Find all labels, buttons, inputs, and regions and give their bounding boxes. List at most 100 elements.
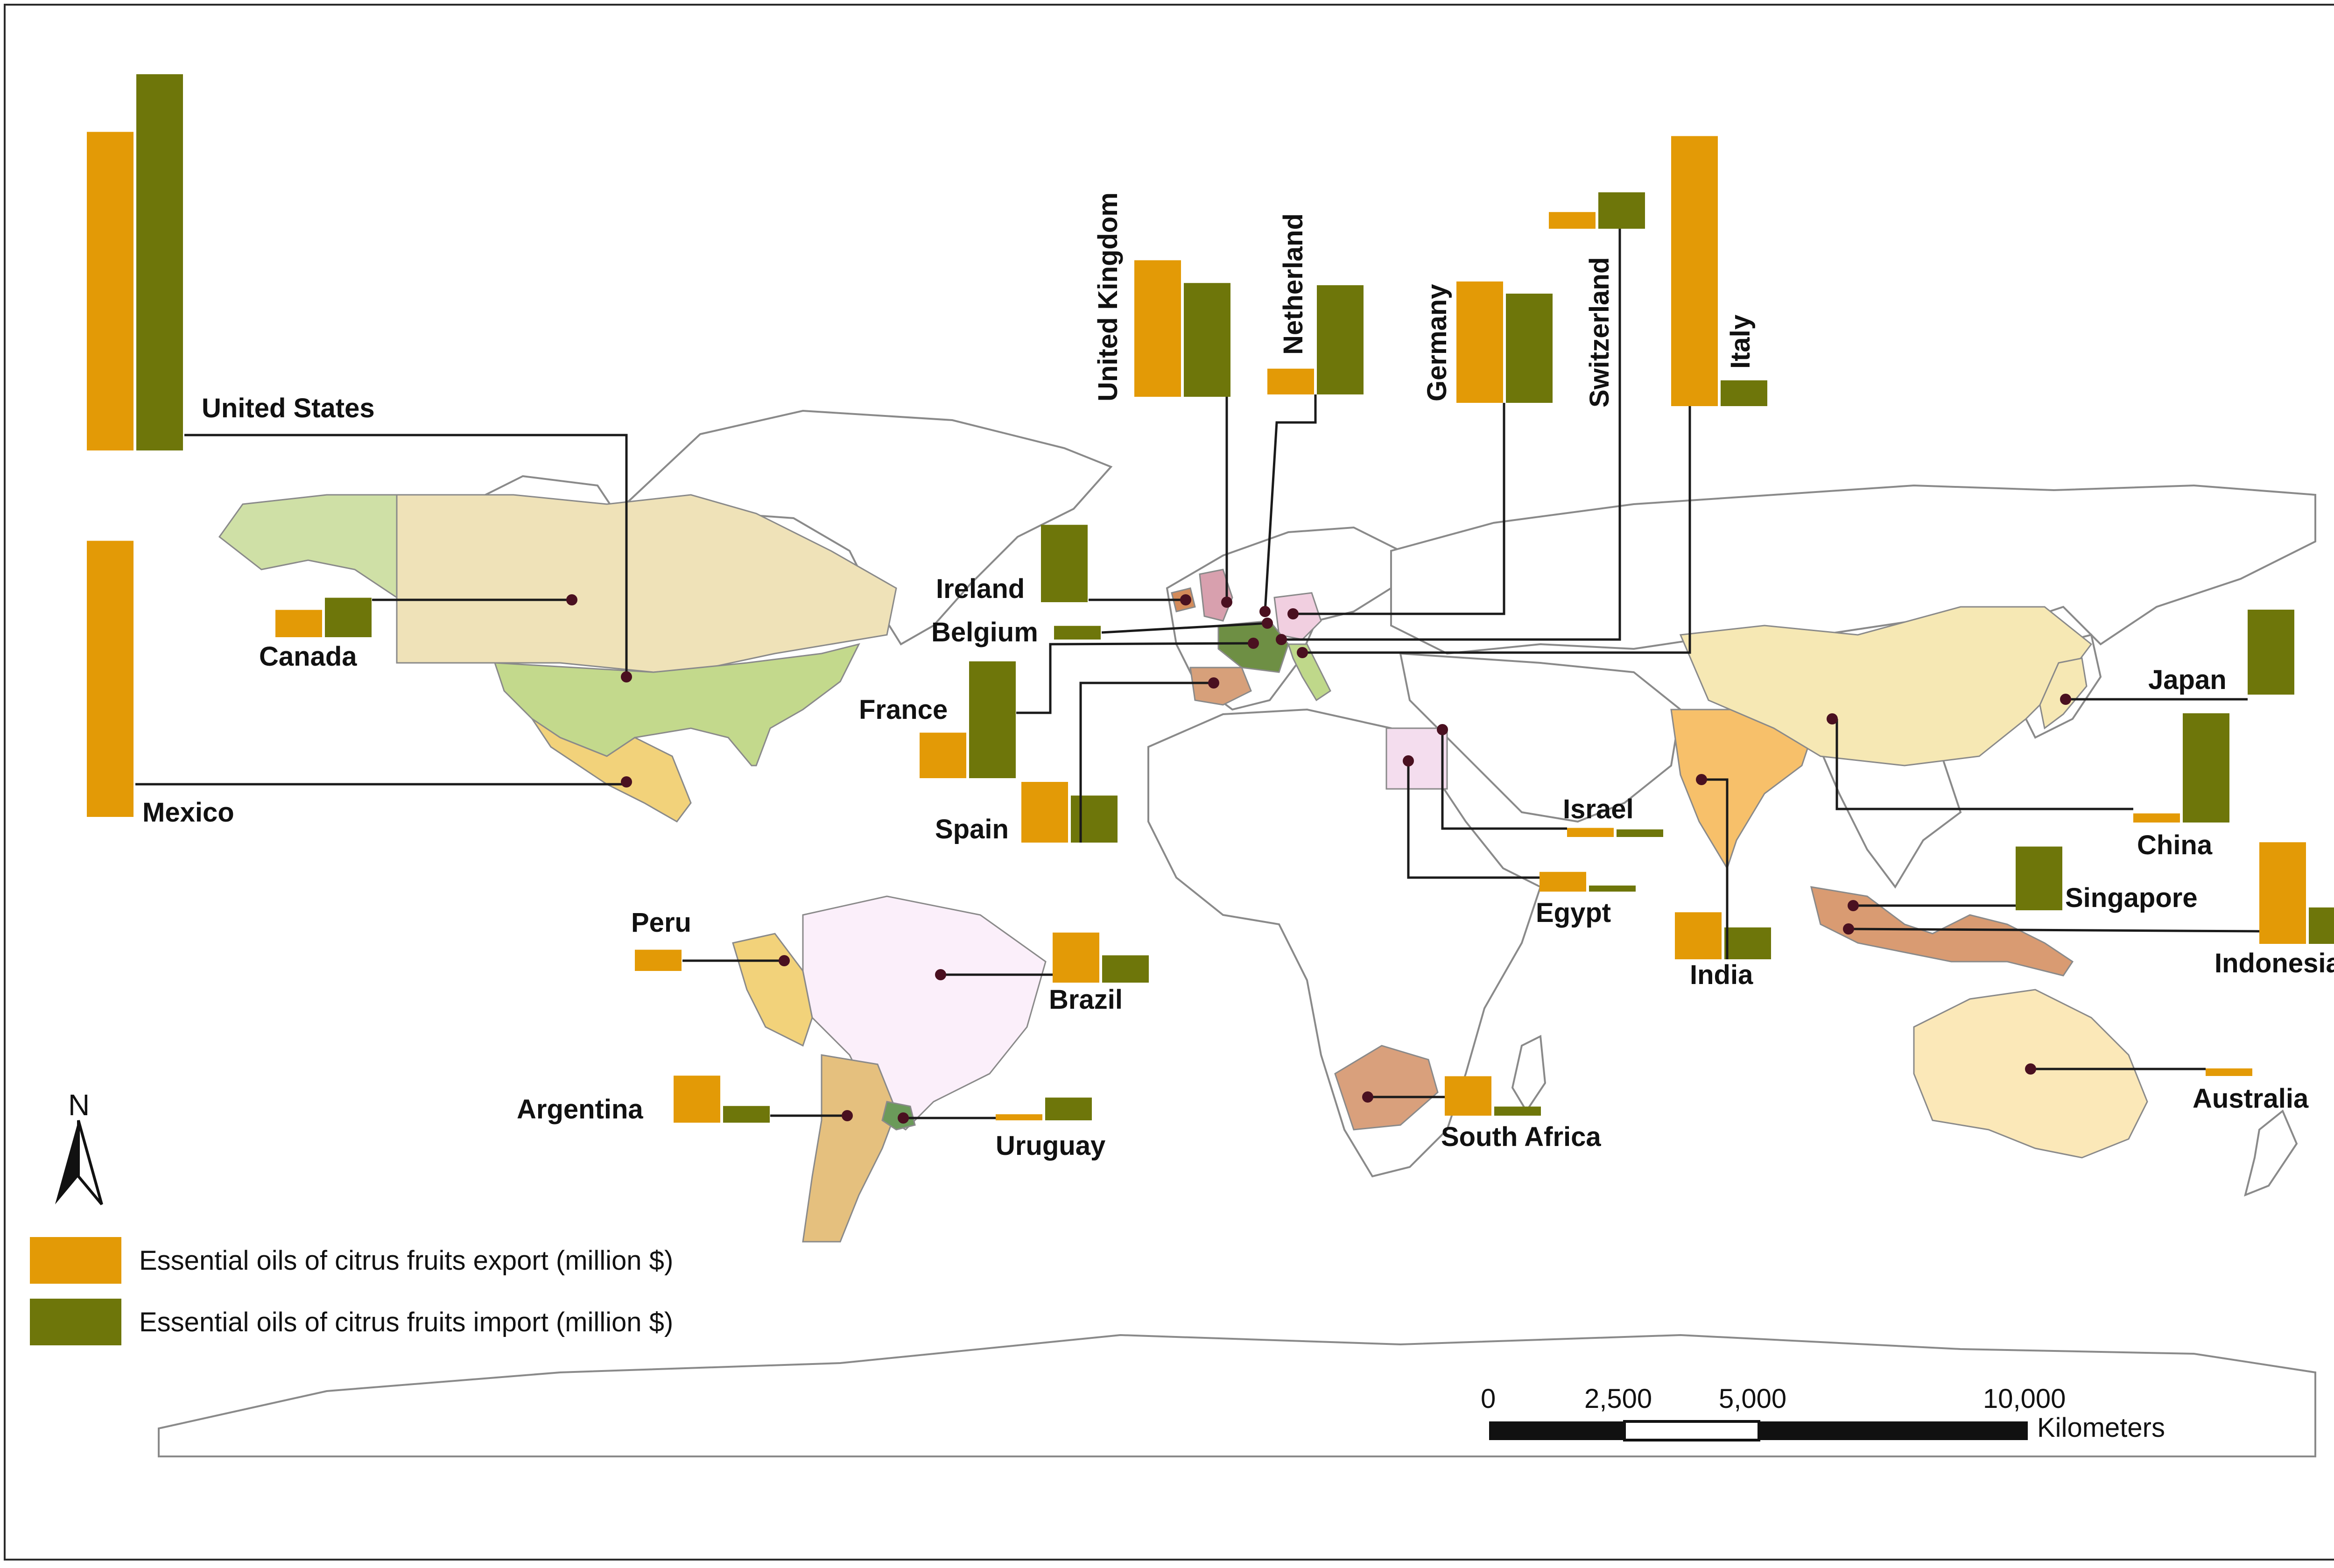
- scale-tick-0: 0: [1481, 1384, 1496, 1414]
- dot-israel: [1437, 724, 1448, 735]
- dot-brazil: [935, 969, 946, 980]
- leader-line-italy: [1302, 406, 1691, 654]
- bar-import-netherland: [1317, 285, 1364, 394]
- bar-import-france: [969, 661, 1016, 778]
- scale-seg-1: [1489, 1421, 1624, 1440]
- dot-indonesia: [1843, 923, 1854, 935]
- label-netherland: Netherland: [1278, 213, 1308, 355]
- label-china: China: [2137, 830, 2213, 860]
- dot-uk: [1221, 597, 1232, 608]
- new-zealand-shape: [2244, 1109, 2298, 1197]
- bar-export-brazil: [1053, 932, 1099, 983]
- land-masses: [158, 409, 2316, 1457]
- leader-line-us: [184, 434, 628, 677]
- scale-bar: [1489, 1420, 2028, 1441]
- uk-shape: [1199, 569, 1233, 622]
- dot-australia: [2025, 1063, 2036, 1075]
- leader-line-switzerland: [1281, 229, 1621, 641]
- legend-import-label: Essential oils of citrus fruits import (…: [139, 1307, 674, 1337]
- dot-switzerland: [1276, 634, 1287, 645]
- leader-line-china: [1835, 719, 2133, 810]
- bar-export-egypt: [1540, 872, 1586, 892]
- leader-line-indonesia: [1848, 928, 2260, 933]
- label-france: France: [859, 695, 948, 725]
- bar-export-australia: [2206, 1068, 2252, 1076]
- bar-import-ireland: [1041, 525, 1088, 602]
- bar-import-japan: [2248, 610, 2294, 695]
- map-frame: [4, 4, 2334, 1561]
- bar-import-belgium: [1054, 626, 1101, 640]
- madagascar-shape: [1511, 1034, 1547, 1113]
- indonesia-shape: [1810, 886, 2074, 977]
- north-arrow-icon: [55, 1120, 103, 1205]
- middle-east-shape: [1399, 652, 1682, 823]
- dot-singapore: [1848, 900, 1859, 911]
- dot-peru: [779, 955, 790, 966]
- bar-export-uk: [1134, 260, 1181, 397]
- bar-import-spain: [1071, 795, 1118, 843]
- bar-import-uruguay: [1045, 1097, 1092, 1120]
- dot-south_africa: [1362, 1091, 1373, 1103]
- south-africa-shape: [1334, 1045, 1439, 1131]
- dot-mexico: [621, 776, 632, 788]
- trade-bars: [87, 74, 2334, 1123]
- bar-import-argentina: [723, 1106, 770, 1123]
- bar-import-indonesia: [2309, 907, 2334, 944]
- label-south-africa: South Africa: [1441, 1122, 1601, 1152]
- bar-export-germany: [1456, 281, 1503, 403]
- leader-line-belgium: [1101, 622, 1268, 634]
- mexico-shape: [531, 718, 692, 823]
- italy-shape: [1287, 643, 1331, 702]
- bar-import-israel: [1617, 829, 1663, 837]
- dot-belgium: [1262, 618, 1273, 629]
- bar-import-singapore: [2016, 846, 2062, 910]
- dot-argentina: [842, 1110, 853, 1121]
- leader-line-egypt: [1407, 761, 1540, 879]
- label-japan: Japan: [2148, 665, 2227, 695]
- north-arrow-label: N: [68, 1088, 90, 1122]
- dot-germany: [1287, 608, 1299, 619]
- bar-export-mexico: [87, 541, 134, 817]
- bar-import-germany: [1506, 294, 1553, 403]
- label-indonesia: Indonesia: [2214, 948, 2334, 978]
- bar-import-brazil: [1102, 955, 1149, 983]
- label-egypt: Egypt: [1536, 898, 1611, 928]
- bar-export-israel: [1567, 828, 1614, 837]
- label-germany: Germany: [1422, 284, 1452, 401]
- label-united-states: United States: [202, 393, 375, 423]
- bar-import-india: [1724, 927, 1771, 959]
- legend-import-swatch: [30, 1299, 121, 1345]
- bar-export-india: [1675, 912, 1722, 959]
- bar-import-egypt: [1589, 886, 1636, 892]
- label-canada: Canada: [259, 641, 357, 672]
- highlighted-countries: [218, 494, 2148, 1243]
- bar-export-us: [87, 132, 134, 450]
- leader-lines: [135, 229, 2260, 1119]
- bar-import-italy: [1721, 380, 1767, 406]
- label-united-kingdom: United Kingdom: [1093, 192, 1123, 401]
- bar-export-argentina: [674, 1076, 720, 1123]
- dot-spain: [1208, 677, 1219, 689]
- leader-line-france: [1016, 642, 1254, 714]
- label-italy: Italy: [1725, 314, 1756, 369]
- label-india: India: [1690, 960, 1753, 990]
- bar-export-south_africa: [1445, 1076, 1491, 1116]
- bar-export-canada: [275, 610, 322, 637]
- label-spain: Spain: [935, 814, 1009, 844]
- dot-netherland: [1259, 606, 1271, 617]
- bar-import-south_africa: [1494, 1106, 1541, 1116]
- dot-uruguay: [898, 1112, 909, 1124]
- label-uruguay: Uruguay: [996, 1131, 1106, 1161]
- leader-line-netherland: [1264, 394, 1317, 612]
- dot-india: [1696, 774, 1707, 785]
- label-peru: Peru: [631, 907, 691, 938]
- bar-import-switzerland: [1598, 192, 1645, 229]
- bar-import-china: [2183, 713, 2229, 823]
- scale-unit: Kilometers: [2037, 1413, 2165, 1443]
- legend-export-label: Essential oils of citrus fruits export (…: [139, 1245, 674, 1276]
- country-dots: [566, 594, 2071, 1124]
- bar-export-france: [920, 732, 966, 778]
- bar-export-switzerland: [1549, 212, 1596, 229]
- alaska-shape: [218, 494, 398, 599]
- dot-ireland: [1180, 594, 1191, 605]
